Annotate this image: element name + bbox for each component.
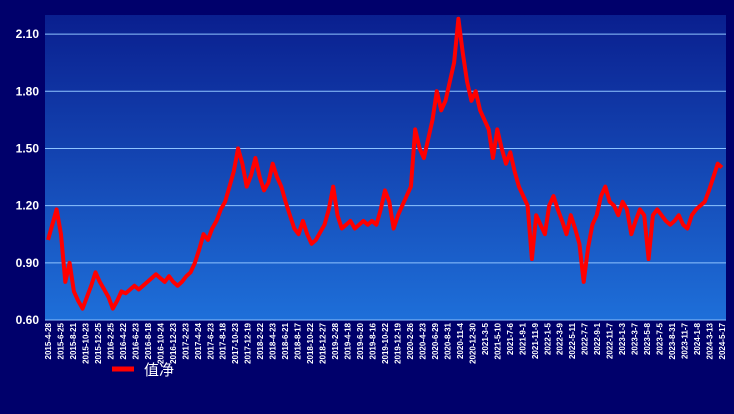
legend: 值净	[112, 361, 174, 379]
x-tick-label: 2024-1-8	[693, 322, 702, 355]
x-tick-label: 2024-5-17	[718, 322, 727, 359]
x-tick-label: 2018-10-22	[306, 322, 315, 363]
x-tick-label: 2017-4-24	[194, 322, 203, 359]
x-tick-label: 2019-12-19	[393, 322, 402, 363]
x-tick-label: 2019-2-28	[331, 322, 340, 359]
x-tick-label: 2020-11-4	[456, 322, 465, 359]
x-tick-label: 2016-10-24	[156, 322, 165, 363]
y-tick-label: 1.50	[16, 141, 40, 155]
x-tick-label: 2019-10-22	[381, 322, 390, 363]
x-axis: 2015-4-28 2015-6-25 2015-8-21 2015-10-23 201…	[44, 322, 727, 363]
x-tick-label: 2018-4-23	[269, 322, 278, 359]
y-tick-label: 0.60	[16, 313, 40, 327]
grid	[45, 33, 726, 321]
y-tick-label: 2.10	[16, 27, 40, 41]
legend-label: 值净	[144, 361, 174, 379]
x-tick-label: 2017-12-19	[244, 322, 253, 363]
x-tick-label: 2018-12-27	[319, 322, 328, 363]
x-tick-label: 2021-7-6	[506, 322, 515, 355]
x-tick-label: 2016-4-22	[119, 322, 128, 359]
y-axis: 0.60 0.90 1.20 1.50 1.80 2.10	[16, 27, 40, 327]
x-tick-label: 2022-7-7	[581, 322, 590, 355]
x-tick-label: 2016-2-25	[106, 322, 115, 359]
x-tick-label: 2020-12-30	[468, 322, 477, 363]
series-line	[46, 16, 724, 311]
x-tick-label: 2023-1-3	[618, 322, 627, 355]
x-tick-label: 2023-3-7	[631, 322, 640, 355]
x-tick-label: 2022-5-11	[568, 322, 577, 359]
x-tick-label: 2024-3-13	[706, 322, 715, 359]
x-tick-label: 2021-9-1	[518, 322, 527, 355]
x-tick-label: 2022-3-9	[556, 322, 565, 355]
x-tick-label: 2015-8-21	[69, 322, 78, 359]
x-tick-label: 2016-8-18	[144, 322, 153, 359]
x-tick-label: 2020-6-29	[431, 322, 440, 359]
x-tick-label: 2017-2-23	[181, 322, 190, 359]
x-tick-label: 2022-1-5	[543, 322, 552, 355]
x-tick-label: 2016-6-23	[131, 322, 140, 359]
x-tick-label: 2021-11-9	[531, 322, 540, 359]
x-tick-label: 2018-6-21	[281, 322, 290, 359]
x-tick-label: 2017-6-23	[206, 322, 215, 359]
x-tick-label: 2021-5-10	[493, 322, 502, 359]
x-tick-label: 2015-10-23	[81, 322, 90, 363]
x-tick-label: 2018-2-22	[256, 322, 265, 359]
y-tick-label: 1.80	[16, 84, 40, 98]
x-tick-label: 2021-3-5	[481, 322, 490, 355]
x-tick-label: 2020-8-31	[443, 322, 452, 359]
x-tick-label: 2017-10-23	[231, 322, 240, 363]
plot-area	[45, 15, 726, 320]
y-tick-label: 0.90	[16, 256, 40, 270]
x-tick-label: 2022-9-1	[593, 322, 602, 355]
x-tick-label: 2019-8-16	[369, 322, 378, 359]
series	[46, 16, 724, 311]
x-tick-label: 2020-4-23	[418, 322, 427, 359]
x-tick-label: 2019-6-20	[356, 322, 365, 359]
x-tick-label: 2015-6-25	[56, 322, 65, 359]
x-tick-label: 2022-11-7	[606, 322, 615, 359]
x-tick-label: 2023-11-7	[681, 322, 690, 359]
y-tick-label: 1.20	[16, 199, 40, 213]
x-tick-label: 2020-2-26	[406, 322, 415, 359]
x-tick-label: 2023-8-31	[668, 322, 677, 359]
x-tick-label: 2017-8-18	[219, 322, 228, 359]
x-tick-label: 2015-12-25	[94, 322, 103, 363]
x-tick-label: 2019-4-18	[344, 322, 353, 359]
x-tick-label: 2016-12-23	[169, 322, 178, 363]
x-tick-label: 2018-8-17	[294, 322, 303, 359]
x-tick-label: 2015-4-28	[44, 322, 53, 359]
x-tick-label: 2023-7-5	[656, 322, 665, 355]
x-tick-label: 2023-5-8	[643, 322, 652, 355]
